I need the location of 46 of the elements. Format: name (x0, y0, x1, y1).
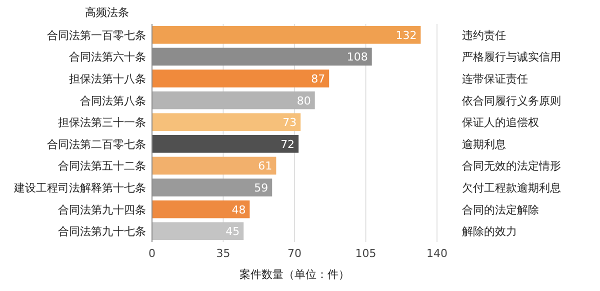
y-tick-label: 合同法第六十条 (69, 50, 146, 64)
bar (152, 222, 244, 240)
x-tick-label: 0 (148, 247, 156, 260)
y-axis-title: 高频法条 (85, 6, 129, 19)
x-tick-label: 140 (426, 247, 448, 260)
data-label: 72 (280, 138, 295, 151)
text: 解除的效力 (462, 225, 517, 238)
y-tick-label: 合同法第九十四条 (58, 203, 146, 216)
data-label: 61 (258, 160, 272, 173)
text: 严格履行与诚实信用 (462, 50, 561, 64)
x-tick-label: 105 (355, 247, 376, 260)
y-tick-label: 合同法第五十二条 (58, 160, 146, 173)
y-tick-label: 合同法第八条 (80, 94, 146, 108)
data-label: 87 (311, 72, 326, 86)
bar (152, 26, 421, 44)
data-label: 45 (226, 225, 240, 238)
data-label: 108 (346, 50, 368, 64)
text: 违约责任 (462, 28, 506, 42)
bar (152, 200, 250, 218)
y-tick-label: 合同法第九十七条 (58, 225, 146, 238)
data-label: 59 (254, 182, 268, 194)
data-label: 73 (282, 116, 297, 130)
data-label: 48 (232, 203, 246, 216)
text: 逾期利息 (462, 138, 506, 151)
text: 欠付工程款逾期利息 (462, 182, 561, 194)
text: 合同的法定解除 (462, 203, 539, 216)
y-tick-label: 建设工程司法解释第十七条 (13, 182, 146, 194)
bar (152, 70, 330, 88)
text: 保证人的追偿权 (462, 116, 539, 130)
x-axis-title: 案件数量（单位：件） (240, 268, 350, 281)
x-tick-label: 70 (288, 247, 302, 260)
bar (152, 113, 301, 131)
bar (152, 178, 272, 196)
y-tick-label: 担保法第三十一条 (58, 116, 146, 130)
data-label: 132 (396, 28, 417, 42)
x-tick-label: 35 (216, 247, 230, 260)
bar (152, 135, 299, 153)
data-label: 80 (296, 94, 311, 108)
y-tick-label: 合同法第一百零七条 (47, 28, 146, 42)
bar (152, 156, 276, 175)
bar (152, 91, 315, 110)
text: 依合同履行义务原则 (462, 94, 561, 108)
text: 连带保证责任 (462, 72, 528, 86)
y-tick-label: 担保法第十八条 (69, 72, 146, 86)
text: 合同无效的法定情形 (462, 160, 561, 173)
y-tick-label: 合同法第二百零七条 (47, 138, 146, 151)
